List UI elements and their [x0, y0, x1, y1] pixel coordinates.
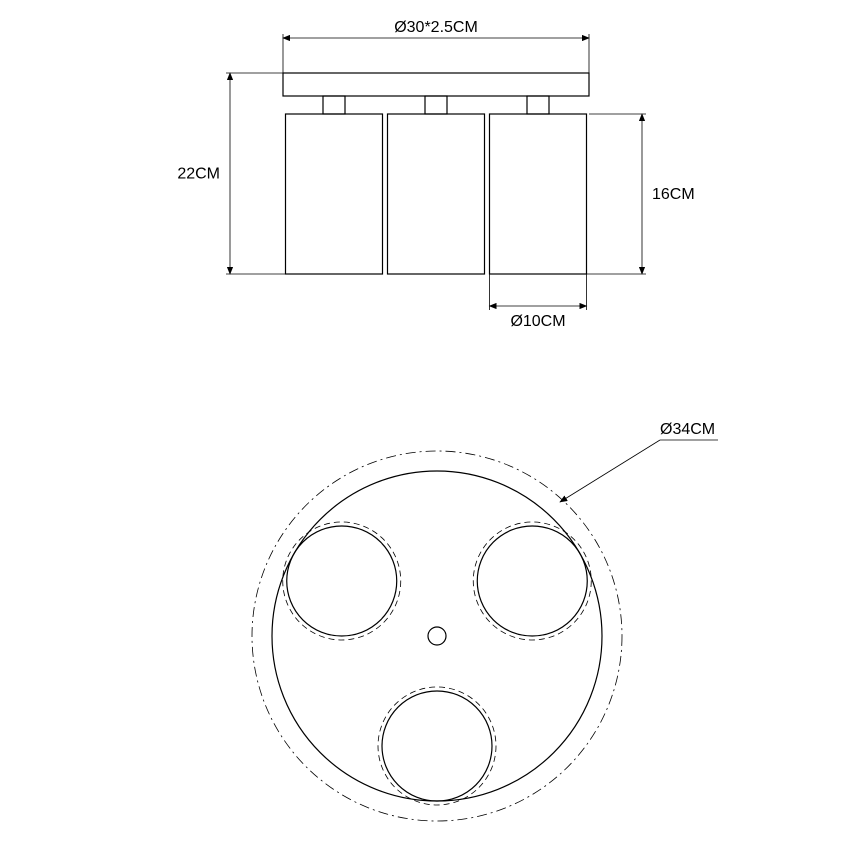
bottom-plan-view	[252, 440, 718, 821]
front-elevation	[226, 34, 646, 310]
dim-height-label: 22CM	[177, 166, 220, 183]
dim-outer-d-label: Ø34CM	[660, 421, 715, 438]
dim-cyl-h-label: 16CM	[652, 186, 695, 203]
technical-drawing: Ø30*2.5CM 22CM 16CM Ø10CM Ø34CM	[0, 0, 868, 868]
dim-cyl-d-label: Ø10CM	[510, 313, 565, 330]
dim-plate-label: Ø30*2.5CM	[394, 19, 478, 36]
